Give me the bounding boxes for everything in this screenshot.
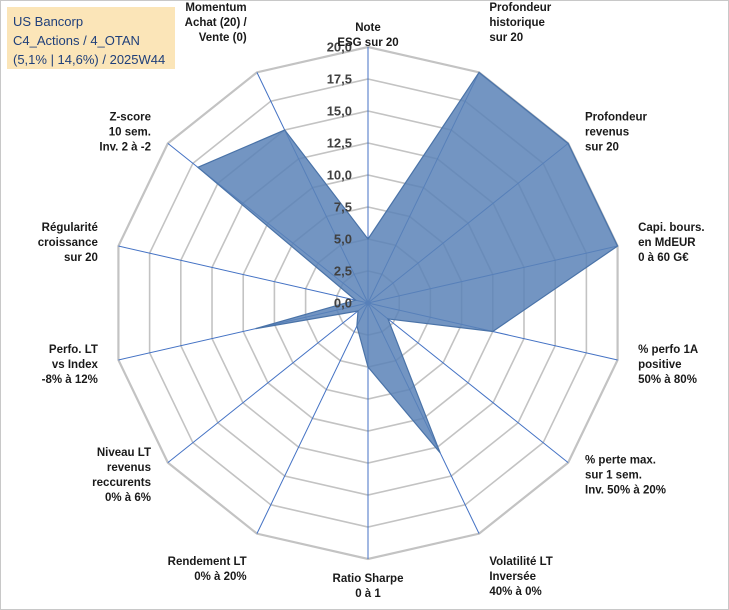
- axis-label-line: sur 20: [64, 252, 98, 264]
- axis-label-line: revenus: [107, 462, 151, 474]
- axis-label-line: croissance: [38, 237, 98, 249]
- radar-axis-labels: Note ESG sur 20 Profondeur historique sur 20…: [38, 2, 705, 600]
- axis-label-line: sur 20: [585, 142, 619, 154]
- axis-label-line: sur 20: [489, 32, 523, 44]
- axis-label-3: Profondeur revenus sur 20: [585, 112, 647, 154]
- axis-label-12: Régularité croissance sur 20: [38, 222, 98, 264]
- axis-label-2: Profondeur historique sur 20: [489, 2, 551, 44]
- axis-spoke: [367, 302, 569, 464]
- axis-label-line: reccurents: [92, 477, 151, 489]
- axis-label-line: vs Index: [52, 359, 99, 371]
- tick-label: 7,5: [334, 200, 352, 215]
- tick-label: 17,5: [327, 72, 352, 87]
- axis-label-line: 0 à 60 G€: [638, 252, 689, 264]
- axis-label-line: 40% à 0%: [489, 586, 541, 598]
- axis-label-line: Profondeur: [585, 112, 647, 124]
- axis-label-line: Capi. bours.: [638, 222, 704, 234]
- tick-label: 2,5: [334, 264, 352, 279]
- axis-spoke: [256, 302, 369, 534]
- axis-label-11: Perfo. LT vs Index -8% à 12%: [42, 344, 99, 386]
- series-area: [196, 71, 619, 454]
- tick-label: 5,0: [334, 232, 352, 247]
- axis-label-5: % perfo 1A positive 50% à 80%: [638, 344, 698, 386]
- tick-label: 10,0: [327, 168, 352, 183]
- portfolio-label: C4_Actions / 4_OTAN: [13, 33, 140, 48]
- axis-label-line: Niveau LT: [97, 447, 151, 459]
- axis-label-6: % perte max. sur 1 sem. Inv. 50% à 20%: [585, 454, 666, 496]
- period-label: (5,1% | 14,6%) / 2025W44: [13, 52, 166, 67]
- axis-label-14: Momentum Achat (20) / Vente (0): [185, 2, 248, 44]
- axis-label-line: Volatilité LT: [489, 556, 552, 568]
- axis-label-line: en MdEUR: [638, 237, 696, 249]
- axis-label-line: Z-score: [109, 112, 151, 124]
- axis-label-line: Inv. 2 à -2: [99, 142, 151, 154]
- axis-label-line: sur 1 sem.: [585, 469, 642, 481]
- axis-label-line: Vente (0): [199, 32, 247, 44]
- axis-label-1: Note ESG sur 20: [337, 22, 398, 49]
- axis-label-line: ESG sur 20: [337, 37, 398, 49]
- tick-label: 15,0: [327, 104, 352, 119]
- axis-label-line: Ratio Sharpe: [333, 573, 404, 585]
- axis-label-line: 10 sem.: [109, 127, 151, 139]
- axis-spoke: [118, 245, 369, 304]
- axis-label-line: 0% à 20%: [194, 571, 246, 583]
- axis-label-line: 0 à 1: [355, 588, 381, 600]
- radar-tick-labels: 0,0 2,5 5,0 7,5 10,0 12,5 15,0 17,5 20,0: [327, 40, 352, 311]
- axis-label-9: Rendement LT 0% à 20%: [168, 556, 247, 583]
- axis-label-line: Achat (20) /: [185, 17, 248, 29]
- axis-label-4: Capi. bours. en MdEUR 0 à 60 G€: [638, 222, 704, 264]
- axis-label-line: revenus: [585, 127, 629, 139]
- axis-label-line: historique: [489, 17, 545, 29]
- axis-label-line: Momentum: [185, 2, 246, 14]
- axis-label-line: Note: [355, 22, 381, 34]
- axis-label-line: Rendement LT: [168, 556, 247, 568]
- tick-label: 0,0: [334, 296, 352, 311]
- axis-label-line: Profondeur: [489, 2, 551, 14]
- axis-label-line: % perfo 1A: [638, 344, 698, 356]
- axis-label-line: -8% à 12%: [42, 374, 98, 386]
- axis-spoke: [167, 302, 369, 464]
- axis-label-line: 0% à 6%: [105, 492, 151, 504]
- axis-label-line: Inv. 50% à 20%: [585, 484, 666, 496]
- radar-series: [196, 71, 619, 454]
- axis-label-line: Perfo. LT: [49, 344, 98, 356]
- tick-label: 12,5: [327, 136, 352, 151]
- axis-label-8: Ratio Sharpe 0 à 1: [333, 573, 404, 600]
- axis-label-7: Volatilité LT Inversée 40% à 0%: [489, 556, 552, 598]
- chart-title-box: US Bancorp C4_Actions / 4_OTAN (5,1% | 1…: [7, 7, 175, 69]
- axis-label-line: Régularité: [42, 222, 98, 234]
- axis-label-line: positive: [638, 359, 681, 371]
- axis-label-line: % perte max.: [585, 454, 656, 466]
- axis-label-line: Inversée: [489, 571, 536, 583]
- tick-label: 20,0: [327, 40, 352, 55]
- axis-label-13: Z-score 10 sem. Inv. 2 à -2: [99, 112, 151, 154]
- axis-label-line: 50% à 80%: [638, 374, 697, 386]
- company-name: US Bancorp: [13, 14, 84, 29]
- axis-label-10: Niveau LT revenus reccurents 0% à 6%: [92, 447, 151, 504]
